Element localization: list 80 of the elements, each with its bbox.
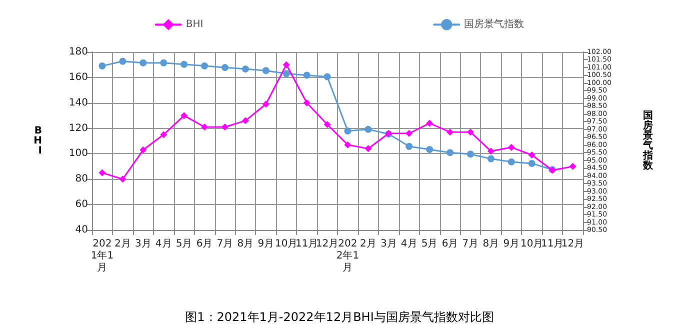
point — [364, 126, 372, 133]
point — [119, 176, 126, 183]
legend-label: BHI — [186, 19, 204, 30]
point — [98, 62, 106, 70]
x-tick-label: 12月 — [316, 238, 339, 250]
point — [160, 59, 168, 66]
x-tick-label: 5月 — [421, 238, 438, 250]
point — [221, 124, 228, 131]
x-tick-label: 9月 — [258, 238, 274, 250]
point — [282, 61, 290, 68]
point — [140, 59, 147, 66]
point — [242, 117, 249, 124]
point — [140, 146, 147, 154]
point — [282, 70, 290, 78]
y-tick-label: 180 — [68, 46, 88, 58]
x-tick-label: 4月 — [400, 238, 418, 250]
point — [344, 141, 352, 148]
point — [508, 144, 515, 151]
x-tick-label: 2月 — [360, 238, 376, 250]
point — [569, 162, 576, 170]
point — [324, 120, 331, 128]
point — [303, 99, 310, 106]
point — [262, 67, 270, 74]
point — [508, 158, 515, 166]
x-tick-label: 3月 — [380, 238, 397, 250]
x-tick-label: 2月 — [114, 238, 131, 250]
x-tick-label: 12月 — [561, 238, 584, 250]
x-tick-label: 6月 — [442, 238, 458, 250]
y-tick-label: 140 — [68, 97, 88, 108]
x-tick-label: 8月 — [237, 238, 254, 250]
point — [446, 149, 454, 156]
point — [303, 72, 310, 79]
point — [180, 112, 188, 120]
x-tick-label: 4月 — [155, 238, 172, 250]
point — [344, 127, 352, 134]
x-tick-label: 6月 — [196, 238, 213, 250]
text: 图1：2021年1月-2022年12月BHI与国房景气指数对比图 — [185, 310, 494, 324]
point — [98, 169, 106, 176]
point — [466, 128, 474, 136]
point — [242, 66, 249, 73]
point — [528, 151, 536, 158]
point — [180, 60, 188, 68]
x-tick-label: 9月 — [503, 238, 520, 250]
point — [406, 130, 413, 137]
y-tick-label: 40 — [75, 224, 88, 236]
x-tick-label: 5月 — [176, 238, 192, 250]
x-tick-label: 11月 — [540, 238, 564, 250]
x-tick-label: 8月 — [482, 238, 500, 250]
y2-axis-title: 国房景气指数 — [642, 110, 654, 172]
point — [262, 100, 270, 108]
x-tick-label: 10月 — [274, 238, 298, 250]
point — [221, 64, 228, 71]
point — [528, 160, 536, 167]
y-tick-label: 100 — [68, 148, 88, 160]
x-tick-label: 11月 — [295, 238, 318, 250]
x-tick-label: 2022年1月 — [336, 238, 360, 274]
point — [426, 120, 434, 127]
x-tick-label: 7月 — [216, 238, 234, 250]
y-tick-label: 160 — [68, 72, 88, 83]
point — [487, 155, 494, 162]
point — [487, 148, 494, 155]
y-tick-label: 80 — [75, 174, 88, 185]
point — [364, 145, 372, 152]
point — [201, 62, 208, 70]
point — [406, 142, 413, 150]
point — [446, 128, 454, 136]
point — [119, 58, 126, 65]
point — [426, 146, 434, 154]
point — [324, 73, 331, 80]
point — [466, 150, 474, 158]
y-tick-label: 60 — [75, 199, 88, 210]
x-tick-label: 2021年1月 — [90, 238, 114, 274]
legend-label: 国房景气指数 — [464, 18, 524, 30]
x-tick-label: 10月 — [520, 238, 544, 250]
x-tick-label: 7月 — [462, 238, 479, 250]
y-tick-label: 120 — [68, 122, 88, 134]
y-axis-title: BHI — [34, 126, 42, 156]
point — [201, 124, 208, 131]
x-tick-label: 3月 — [134, 238, 152, 250]
point — [160, 131, 168, 138]
